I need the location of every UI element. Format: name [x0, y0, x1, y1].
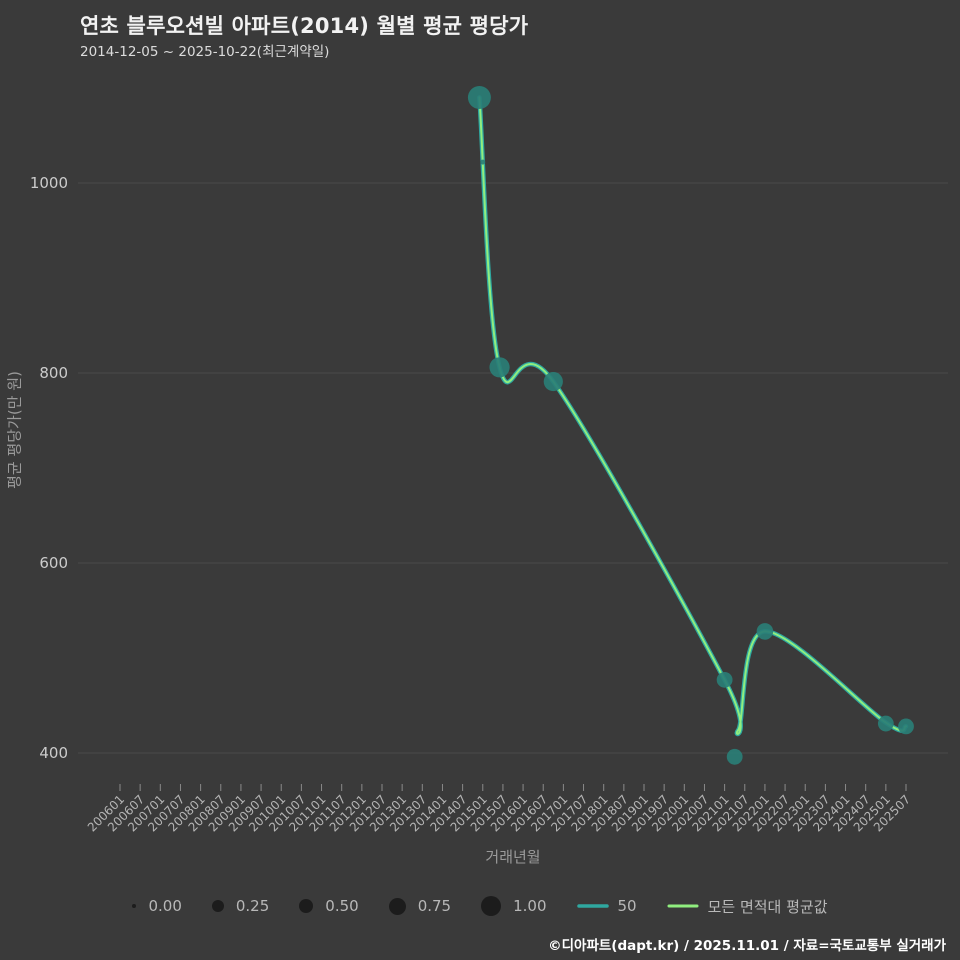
x-tick-label: 202401	[810, 792, 852, 834]
scatter-point	[877, 715, 894, 732]
x-tick-label: 200807	[186, 792, 228, 834]
x-axis-title: 거래년월	[485, 848, 541, 866]
x-tick-label: 201707	[548, 792, 590, 834]
x-tick-label: 202407	[831, 792, 873, 834]
footer-credit: ©디아파트(dapt.kr) / 2025.11.01 / 자료=국토교통부 실…	[548, 938, 946, 954]
x-tick-label: 201307	[387, 792, 429, 834]
scatter-point	[543, 371, 563, 392]
legend-size-label: 1.00	[513, 897, 547, 915]
x-tick-label: 202301	[770, 792, 812, 834]
teal-line-sample-icon	[576, 904, 609, 908]
x-tick-label: 202201	[730, 792, 772, 834]
x-tick-label: 202501	[851, 792, 893, 834]
legend-series-label: 50	[617, 897, 637, 915]
series-line-1	[478, 96, 907, 735]
y-axis-title: 평균 평당가(만 원)	[5, 371, 24, 489]
x-tick-label: 201007	[266, 792, 308, 834]
size-bubble-icon	[481, 896, 502, 916]
legend: 0.00 0.25 0.50 0.75 1.00 50 모든	[0, 888, 960, 924]
x-tick-label: 201601	[488, 792, 530, 834]
scatter-point	[898, 718, 914, 735]
x-tick-label: 201901	[609, 792, 651, 834]
x-tick-label: 200907	[226, 792, 268, 834]
y-tick-label: 800	[39, 364, 68, 382]
x-tick-label: 201501	[448, 792, 490, 834]
x-tick-label: 201201	[327, 792, 369, 834]
x-tick-label: 201407	[427, 792, 469, 834]
green-line-sample-icon	[667, 904, 699, 908]
legend-series-50[interactable]: 50	[576, 897, 637, 915]
x-tick-label: 202507	[871, 792, 913, 834]
legend-size-item-050: 0.50	[299, 897, 359, 915]
x-tick-label: 202101	[689, 792, 731, 834]
legend-size-item-075: 0.75	[388, 897, 452, 915]
x-tick-label: 200801	[165, 792, 207, 834]
legend-series-average[interactable]: 모든 면적대 평균값	[667, 896, 828, 917]
x-tick-label: 200601	[85, 792, 127, 834]
scatter-point	[716, 671, 733, 688]
x-tick-label: 202107	[710, 792, 752, 834]
chart-subtitle: 2014-12-05 ~ 2025-10-22(최근계약일)	[80, 44, 330, 60]
x-tick-label: 202207	[750, 792, 792, 834]
y-tick-label: 400	[39, 744, 68, 762]
scatter-point	[756, 623, 774, 640]
series-line-0	[477, 95, 909, 737]
x-tick-label: 202001	[649, 792, 691, 834]
size-bubble-icon	[299, 899, 314, 913]
legend-size-label: 0.50	[325, 897, 359, 915]
x-tick-label: 201001	[246, 792, 288, 834]
x-tick-label: 201207	[347, 792, 389, 834]
legend-size-label: 0.25	[235, 897, 270, 915]
scatter-point	[480, 159, 486, 165]
x-tick-label: 202007	[669, 792, 711, 834]
x-tick-label: 200701	[125, 792, 167, 834]
x-tick-label: 201701	[528, 792, 570, 834]
x-tick-label: 201401	[407, 792, 449, 834]
x-tick-label: 200707	[145, 792, 187, 834]
legend-size-label: 0.75	[417, 897, 452, 915]
size-bubble-icon	[132, 904, 137, 908]
size-bubble-icon	[211, 900, 224, 912]
x-tick-label: 201301	[367, 792, 409, 834]
x-tick-label: 201607	[508, 792, 550, 834]
x-tick-label: 201807	[589, 792, 631, 834]
legend-series-label: 모든 면적대 평균값	[707, 897, 828, 916]
chart-title: 연초 블루오션빌 아파트(2014) 월별 평균 평당가	[80, 14, 529, 38]
y-tick-label: 600	[39, 554, 68, 572]
x-tick-label: 200901	[206, 792, 248, 834]
size-bubble-icon	[388, 897, 406, 915]
legend-size-label: 0.00	[148, 897, 182, 915]
scatter-point	[726, 748, 743, 765]
y-tick-label: 1000	[30, 174, 68, 192]
x-tick-label: 201907	[629, 792, 671, 834]
legend-size-item-000: 0.00	[132, 897, 182, 915]
scatter-point	[467, 86, 491, 109]
legend-size-item-100: 1.00	[481, 896, 547, 916]
x-tick-label: 202307	[790, 792, 832, 834]
x-tick-label: 201507	[468, 792, 510, 834]
x-tick-label: 200607	[105, 792, 147, 834]
scatter-point	[489, 357, 510, 378]
legend-size-item-025: 0.25	[211, 897, 270, 915]
x-tick-label: 201801	[569, 792, 611, 834]
x-tick-label: 201107	[307, 792, 349, 834]
x-tick-label: 201101	[286, 792, 328, 834]
